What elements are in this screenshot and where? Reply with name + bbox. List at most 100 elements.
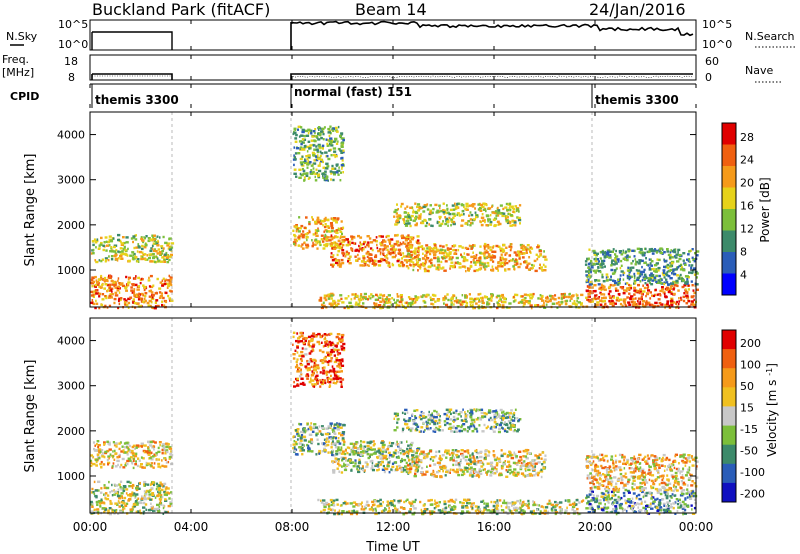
heatmap-cell xyxy=(531,462,535,465)
heatmap-cell xyxy=(362,264,366,267)
heatmap-cell xyxy=(619,298,623,301)
heatmap-cell xyxy=(481,299,484,303)
heatmap-cell xyxy=(117,512,120,515)
heatmap-cell xyxy=(309,368,311,372)
heatmap-cell xyxy=(401,236,404,240)
heatmap-cell xyxy=(128,276,131,279)
heatmap-cell xyxy=(656,293,659,296)
heatmap-cell xyxy=(527,268,531,271)
heatmap-cell xyxy=(596,301,600,304)
heatmap-cell xyxy=(309,449,312,453)
heatmap-cell xyxy=(116,456,120,459)
heatmap-cell xyxy=(167,460,170,464)
heatmap-cell xyxy=(295,429,298,432)
heatmap-cell xyxy=(666,250,670,253)
heatmap-cell xyxy=(115,509,118,512)
heatmap-cell xyxy=(382,252,385,255)
heatmap-cell xyxy=(407,267,410,270)
heatmap-cell xyxy=(358,458,361,461)
heatmap-cell xyxy=(496,301,499,304)
heatmap-cell xyxy=(415,258,418,261)
heatmap-cell xyxy=(614,283,616,287)
heatmap-cell xyxy=(293,131,297,134)
heatmap-cell xyxy=(363,258,365,262)
heatmap-cell xyxy=(91,285,94,288)
heatmap-cell xyxy=(418,249,420,252)
heatmap-cell xyxy=(679,273,682,277)
heatmap-cell xyxy=(527,301,531,305)
heatmap-cell xyxy=(385,261,389,264)
heatmap-cell xyxy=(449,267,451,270)
heatmap-cell xyxy=(315,168,318,171)
heatmap-cell xyxy=(416,468,419,471)
heatmap-cell xyxy=(671,256,674,259)
heatmap-cell xyxy=(415,263,418,266)
heatmap-cell xyxy=(678,253,682,257)
heatmap-cell xyxy=(475,297,479,300)
heatmap-cell xyxy=(374,302,378,306)
heatmap-cell xyxy=(626,282,629,285)
heatmap-cell xyxy=(437,263,441,267)
heatmap-cell xyxy=(140,292,144,296)
heatmap-cell xyxy=(402,468,407,472)
heatmap-cell xyxy=(651,279,655,282)
heatmap-cell xyxy=(515,253,519,256)
heatmap-cell xyxy=(159,499,162,503)
heatmap-cell xyxy=(387,238,391,242)
heatmap-cell xyxy=(463,468,468,471)
heatmap-cell xyxy=(461,302,464,306)
heatmap-cell xyxy=(301,449,305,452)
heatmap-cell xyxy=(108,507,112,510)
colorbar-swatch xyxy=(722,252,736,274)
heatmap-cell xyxy=(120,450,123,453)
heatmap-cell xyxy=(340,164,344,167)
heatmap-cell xyxy=(485,224,489,227)
heatmap-cell xyxy=(295,175,298,178)
heatmap-cell xyxy=(662,271,665,274)
heatmap-cell xyxy=(452,212,456,216)
heatmap-cell xyxy=(650,272,653,275)
heatmap-cell xyxy=(327,157,331,161)
heatmap-cell xyxy=(362,248,365,251)
heatmap-cell xyxy=(357,253,359,257)
heatmap-cell xyxy=(324,170,327,173)
heatmap-cell xyxy=(360,440,362,443)
heatmap-cell xyxy=(161,484,164,487)
heatmap-cell xyxy=(110,255,114,258)
heatmap-cell xyxy=(360,296,362,299)
heatmap-cell xyxy=(468,458,472,461)
heatmap-cell xyxy=(322,166,326,169)
heatmap-cell xyxy=(630,300,634,304)
heatmap-cell xyxy=(322,132,325,136)
heatmap-cell xyxy=(395,219,399,223)
heatmap-cell xyxy=(604,250,606,254)
heatmap-cell xyxy=(403,259,407,262)
heatmap-cell xyxy=(665,274,669,277)
heatmap-cell xyxy=(301,453,304,456)
heatmap-cell xyxy=(536,473,540,477)
heatmap-cell xyxy=(445,217,449,221)
heatmap-cell xyxy=(107,455,111,458)
heatmap-cell xyxy=(158,498,163,501)
heatmap-cell xyxy=(320,303,324,306)
heatmap-cell xyxy=(479,260,482,263)
heatmap-cell xyxy=(298,335,302,339)
heatmap-cell xyxy=(487,255,491,258)
heatmap-cell xyxy=(505,258,508,261)
heatmap-cell xyxy=(293,446,296,449)
heatmap-cell xyxy=(617,299,621,302)
heatmap-cell xyxy=(164,241,168,245)
heatmap-cell xyxy=(312,170,315,174)
heatmap-cell xyxy=(299,449,303,452)
heatmap-cell xyxy=(135,487,139,490)
heatmap-cell xyxy=(538,250,543,253)
heatmap-cell xyxy=(485,256,489,259)
heatmap-cell xyxy=(300,340,304,343)
heatmap-cell xyxy=(326,351,330,354)
heatmap-cell xyxy=(335,259,339,262)
heatmap-cell xyxy=(650,247,654,251)
heatmap-cell xyxy=(315,365,320,369)
heatmap-cell xyxy=(596,269,599,272)
heatmap-cell xyxy=(564,293,566,297)
heatmap-cell xyxy=(417,458,420,461)
